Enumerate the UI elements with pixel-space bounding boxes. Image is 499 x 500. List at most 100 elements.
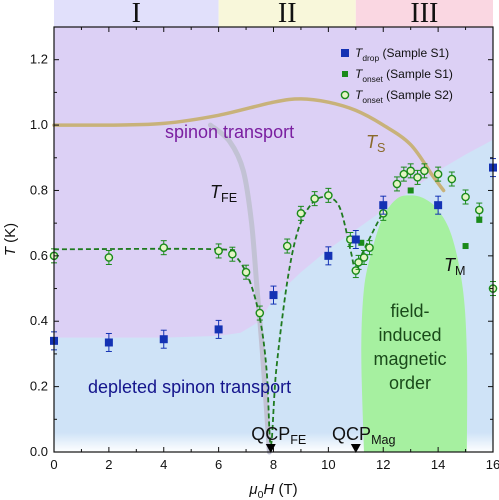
ordered-label-line-3: magnetic: [373, 349, 446, 369]
depleted-spinon-label: depleted spinon transport: [88, 377, 291, 397]
Tonset-S2-point-24: [461, 192, 470, 202]
spinon-transport-label: spinon transport: [165, 122, 294, 142]
TFE-label-part: FE: [221, 191, 237, 205]
Tdrop-point-2: [159, 335, 168, 344]
region-label-2: II: [278, 0, 297, 29]
Tonset-S2-point-13: [354, 258, 363, 267]
Tonset-S1-point-0: [358, 239, 365, 246]
x-axis-title-part: H: [263, 481, 274, 498]
Tonset-S2-point-4: [228, 249, 237, 259]
x-axis-title-part: μ: [248, 481, 257, 498]
y-tick-label-5: 1.0: [30, 117, 48, 132]
Tdrop-point-4: [269, 291, 278, 300]
region-bar-2: [218, 0, 356, 27]
y-tick-label-4: 0.8: [30, 182, 48, 197]
Tdrop-point-6: [351, 235, 360, 244]
legend: Tdrop (Sample S1)Tonset (Sample S1)Tonse…: [340, 46, 453, 105]
legend-marker-Tdrop: [341, 49, 349, 57]
Tonset-S2-point-6: [255, 308, 265, 318]
Tonset-S2-point-20: [413, 173, 422, 182]
x-axis-title-part: 0: [258, 489, 264, 500]
Tonset-S2-point-15: [365, 243, 374, 252]
Tonset-S2-point-22: [433, 169, 443, 179]
Ts-label-part: T: [366, 132, 379, 152]
TFE-label: TFE: [210, 182, 237, 205]
Tonset-S2-point-3: [214, 246, 223, 256]
region-bar-1: [54, 0, 219, 27]
field-induced-order-region: [361, 195, 468, 453]
series-Tdrop-S1: [50, 158, 497, 352]
qcp-fe-marker: [265, 444, 276, 453]
legend-marker-Tonset-S2: [340, 90, 350, 100]
series-Tonset-S2: [49, 163, 498, 321]
TM-label-part: M: [455, 264, 466, 278]
Tonset-S2-point-23: [447, 174, 457, 184]
y-tick-label-6: 1.2: [30, 52, 48, 67]
y-axis-title-part: T: [2, 245, 19, 256]
x-tick-label-14: 14: [431, 457, 445, 472]
legend-entry-3: Tonset (Sample S2): [355, 88, 453, 105]
x-tick-label-16: 16: [486, 457, 499, 472]
legend-entry-3-part: onset: [362, 95, 383, 105]
legend-entry-1-part: drop: [362, 53, 379, 63]
Tonset-S2-point-8: [296, 209, 306, 218]
qcp-mag-label-part: QCP: [332, 424, 371, 444]
Tonset-S2-point-12: [351, 266, 361, 275]
Tonset-S2-point-1: [104, 253, 114, 262]
Tonset-S2-point-19: [406, 166, 415, 176]
qcp-mag-marker: [350, 444, 361, 453]
Tdrop-point-1: [104, 338, 113, 347]
Tonset-S2-point-9: [310, 194, 319, 203]
Tonset-S2-point-2: [159, 243, 169, 252]
qcp-mag-label-part: Mag: [371, 433, 396, 447]
x-tick-label-0: 0: [50, 457, 57, 472]
y-tick-label-0: 0.0: [30, 444, 48, 459]
Tonset-S2-point-5: [241, 267, 251, 277]
x-tick-label-10: 10: [321, 457, 335, 472]
Ts-label-part: S: [377, 141, 385, 155]
y-tick-label-3: 0.6: [30, 248, 48, 263]
Tonset-S1-point-2: [407, 187, 414, 194]
qcp-fe-label: QCPFE: [251, 424, 306, 447]
region-label-3: III: [410, 0, 438, 29]
Tonset-S1-point-4: [462, 243, 469, 250]
TM-label-part: T: [444, 255, 457, 275]
ordered-label-line-1: field-: [390, 301, 429, 321]
Tdrop-point-8: [434, 201, 443, 210]
Tonset-guide-line: [53, 196, 385, 447]
Tonset-S2-point-21: [420, 166, 429, 176]
y-axis-title-part: (K): [2, 223, 19, 247]
legend-entry-2-part: (Sample S1): [383, 67, 453, 81]
Tdrop-point-5: [324, 251, 333, 260]
x-axis-title-part: (T): [274, 481, 297, 498]
qcp-fe-label-part: QCP: [251, 424, 290, 444]
x-tick-label-2: 2: [105, 457, 112, 472]
legend-entry-2-part: onset: [362, 74, 383, 84]
legend-entry-2-part: T: [355, 67, 364, 81]
TFE-label-part: T: [210, 182, 223, 202]
Tonset-S2-point-14: [359, 253, 369, 262]
Tonset-S2-point-10: [324, 191, 333, 200]
Tdrop-point-3: [214, 325, 223, 334]
Tonset-S2-point-7: [282, 241, 292, 251]
ordered-label-line-4: order: [389, 373, 431, 393]
TM-label: TM: [444, 255, 466, 278]
legend-entry-1-part: T: [355, 46, 364, 60]
Tonset-S2-point-17: [392, 179, 402, 189]
Ts-label: TS: [366, 132, 385, 155]
y-tick-label-1: 0.2: [30, 379, 48, 394]
x-tick-label-4: 4: [160, 457, 167, 472]
legend-entry-3-part: (Sample S2): [383, 88, 453, 102]
Ts-crossover-curve: [52, 97, 446, 193]
Tdrop-point-7: [379, 201, 388, 210]
TFE-crossover-curve: [207, 122, 272, 455]
legend-entry-3-part: T: [355, 88, 364, 102]
legend-entry-1: Tdrop (Sample S1): [355, 46, 449, 63]
legend-entry-2: Tonset (Sample S1): [355, 67, 453, 84]
x-axis-title: μ0H (T): [248, 481, 297, 500]
region-bar-3: [355, 0, 493, 27]
y-tick-label-2: 0.4: [30, 313, 48, 328]
legend-entry-1-part: (Sample S1): [379, 46, 449, 60]
Tonset-S2-point-25: [474, 205, 484, 215]
